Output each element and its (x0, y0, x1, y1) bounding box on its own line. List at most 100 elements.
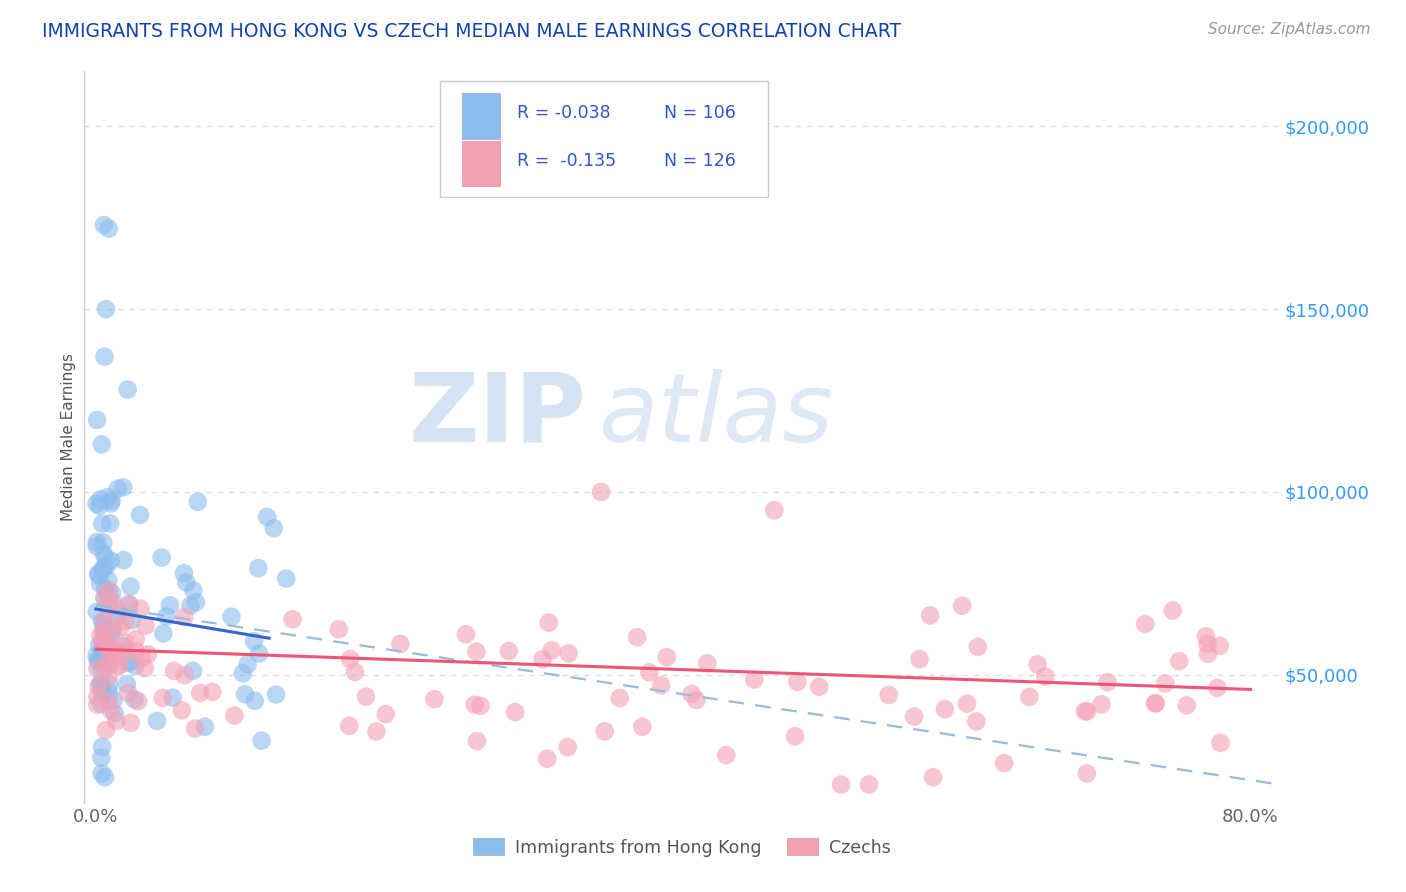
Point (470, 698, 492, 713)
Point (100, 703, 122, 717)
Point (858, 778, 880, 792)
Point (1074, 704, 1097, 718)
Point (101, 619, 124, 633)
Point (98, 686, 121, 700)
Point (1097, 675, 1119, 690)
Point (89, 652, 111, 666)
Point (763, 503, 786, 517)
Point (90, 766, 112, 780)
Point (90, 677, 112, 691)
Point (173, 668, 195, 682)
Point (91, 739, 114, 754)
Point (638, 665, 661, 680)
Point (537, 615, 560, 630)
Point (389, 637, 412, 651)
Point (115, 677, 138, 691)
Point (1090, 698, 1112, 712)
Point (1175, 698, 1198, 713)
Point (93, 562, 115, 576)
Point (263, 521, 285, 535)
Point (423, 692, 446, 706)
Point (696, 657, 718, 671)
Point (993, 756, 1015, 771)
Point (86, 413, 108, 427)
Text: atlas: atlas (599, 368, 834, 462)
Point (124, 692, 146, 706)
Point (97, 221, 120, 235)
Point (124, 659, 146, 673)
Point (91, 516, 114, 531)
Point (464, 698, 486, 712)
Point (94, 582, 117, 596)
Point (950, 599, 973, 613)
Point (98, 657, 121, 672)
Point (118, 656, 141, 670)
Point (117, 383, 139, 397)
Point (786, 674, 808, 689)
Point (808, 680, 831, 694)
Point (742, 673, 765, 687)
Point (328, 622, 350, 636)
Point (540, 643, 562, 657)
Point (1208, 639, 1230, 653)
FancyBboxPatch shape (463, 141, 501, 186)
Point (155, 609, 177, 624)
Point (1076, 704, 1098, 718)
Point (98, 516, 121, 531)
Text: R =  -0.135: R = -0.135 (517, 152, 616, 169)
Point (97, 656, 120, 670)
Point (104, 706, 127, 721)
Point (110, 620, 132, 634)
Point (1197, 647, 1219, 661)
Point (89, 492, 111, 507)
Point (93, 623, 115, 637)
Point (1161, 604, 1184, 618)
Point (170, 703, 193, 717)
Point (830, 778, 852, 792)
Point (91, 635, 114, 649)
Point (465, 734, 488, 748)
Point (89, 499, 111, 513)
Point (173, 610, 195, 624)
Point (105, 602, 128, 616)
Point (86, 654, 108, 668)
Point (86, 497, 108, 511)
Point (112, 640, 135, 654)
Legend: Immigrants from Hong Kong, Czechs: Immigrants from Hong Kong, Czechs (467, 831, 897, 863)
Point (1209, 736, 1232, 750)
Point (86, 605, 108, 619)
Point (1206, 681, 1229, 695)
Point (134, 661, 156, 675)
Point (97, 695, 120, 709)
Point (1195, 629, 1218, 643)
Point (176, 575, 198, 590)
Point (100, 642, 122, 657)
Point (264, 688, 287, 702)
Point (114, 614, 136, 628)
Point (101, 623, 124, 637)
Point (89, 655, 111, 669)
Point (243, 694, 266, 708)
Point (224, 708, 246, 723)
Point (343, 665, 366, 679)
Point (87, 679, 110, 693)
Point (87, 638, 110, 652)
Point (103, 644, 125, 658)
Point (86, 690, 108, 704)
Point (1144, 697, 1167, 711)
Point (131, 651, 153, 665)
Point (91, 640, 114, 655)
Point (115, 644, 138, 658)
Point (233, 687, 256, 701)
Point (97, 630, 120, 644)
Point (107, 645, 129, 659)
Point (97, 640, 120, 654)
Point (93, 613, 115, 627)
Point (714, 748, 737, 763)
Point (1197, 637, 1219, 651)
Point (591, 484, 613, 499)
Point (97, 589, 120, 603)
Point (536, 752, 558, 766)
Point (1033, 670, 1056, 684)
Point (94, 770, 117, 784)
